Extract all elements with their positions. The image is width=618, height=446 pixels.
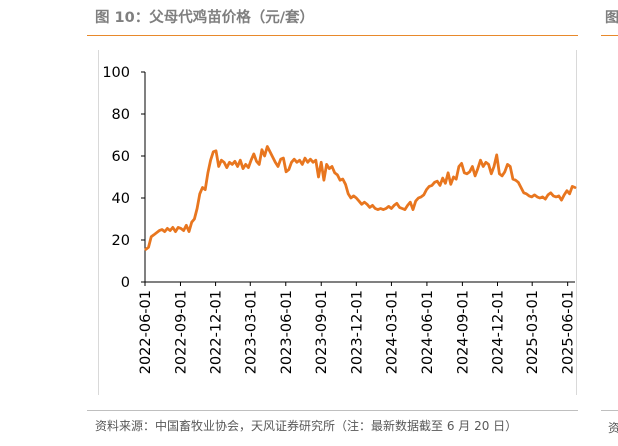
x-tick-label: 2022-12-01 — [209, 290, 225, 374]
source-note: 资料来源：中国畜牧业协会，天风证券研究所（注：最新数据截至 6 月 20 日） — [95, 419, 518, 433]
y-tick-label: 20 — [112, 233, 130, 249]
x-tick-label: 2025-03-01 — [525, 290, 541, 374]
series-layer — [144, 145, 577, 251]
x-tick-label: 2024-06-01 — [420, 290, 436, 374]
x-tick-label: 2024-12-01 — [490, 290, 506, 374]
chart-frame-right-border — [576, 50, 577, 395]
x-tick-label: 2023-03-01 — [243, 290, 259, 374]
y-tick-label: 40 — [112, 191, 130, 207]
x-tick-label: 2022-06-01 — [138, 290, 154, 374]
x-tick-label: 2022-09-01 — [173, 290, 189, 374]
x-tick-label: 2024-03-01 — [384, 290, 400, 374]
x-tick-label: 2023-09-01 — [314, 290, 330, 374]
y-tick-label: 60 — [112, 149, 130, 165]
x-tick-label: 2023-12-01 — [349, 290, 365, 374]
title-underline — [87, 35, 578, 36]
x-tick-label: 2025-06-01 — [561, 290, 577, 374]
next-figure-source-divider — [601, 410, 618, 411]
next-figure-source-fragment: 资 — [608, 421, 618, 435]
source-divider — [87, 410, 578, 411]
chart-frame-left-border — [98, 50, 99, 395]
x-tick-label: 2024-09-01 — [455, 290, 471, 374]
y-axis: 0 20 40 60 80 100 — [102, 65, 146, 291]
y-tick-label: 80 — [112, 107, 130, 123]
x-tick-label: 2023-06-01 — [279, 290, 295, 374]
x-axis: 2022-06-01 2022-09-01 2022-12-01 2023-03-01… — [138, 281, 577, 374]
next-figure-underline — [601, 35, 618, 36]
y-tick-label: 100 — [102, 65, 130, 81]
figure-title: 图 10：父母代鸡苗价格（元/套） — [95, 10, 315, 26]
next-figure-title-fragment: 图 — [605, 10, 618, 26]
y-tick-label: 0 — [121, 275, 130, 291]
price-series-line — [144, 145, 577, 251]
